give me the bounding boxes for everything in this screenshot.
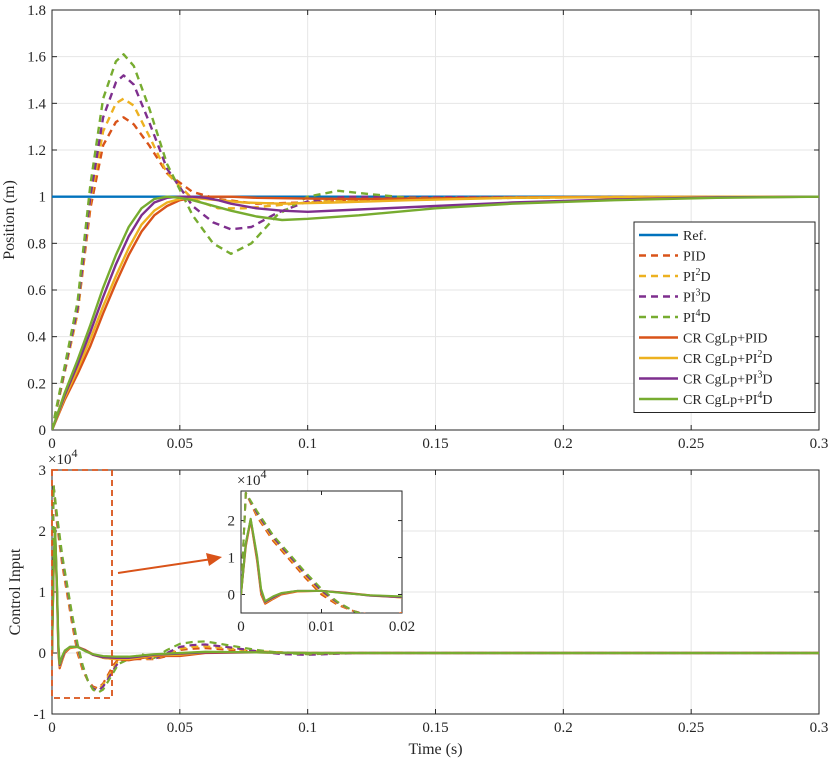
- y-tick-label: 1.8: [27, 3, 46, 19]
- position-series-cr-cglp-pi3d: [52, 195, 819, 430]
- y-axis-label: Control Input: [7, 548, 24, 635]
- control-series-group: [52, 484, 819, 694]
- x-tick-label: 0.01: [308, 619, 334, 635]
- x-tick-label: 0.02: [389, 619, 415, 635]
- x-tick-label: 0: [237, 619, 245, 635]
- inset-series-cr-cglp-pi4d: [241, 517, 402, 603]
- position-series-cr-cglp-pid: [52, 195, 819, 430]
- x-tick-label: 0.25: [678, 720, 704, 736]
- x-tick-label: 0.25: [678, 436, 704, 452]
- x-axis-label: Time (s): [408, 741, 462, 758]
- y-tick-label: 1: [228, 551, 236, 567]
- x-tick-label: 0.2: [554, 436, 573, 452]
- legend-entry-cr-cglp-pid: CR CgLp+PID: [683, 332, 768, 347]
- x-tick-label: 0: [48, 720, 56, 736]
- y-tick-label: 1.2: [27, 143, 46, 159]
- y-tick-label: 0.6: [27, 283, 46, 299]
- x-tick-label: 0.15: [422, 436, 448, 452]
- x-tick-label: 0.2: [554, 720, 573, 736]
- legend-entry-pi3d: PI3D: [683, 288, 711, 306]
- position-series-pid: [52, 116, 819, 430]
- y-tick-label: 1: [39, 190, 47, 206]
- y-axis-label: Position (m): [1, 180, 18, 260]
- zoom-region-box: [51, 469, 113, 699]
- y-multiplier-label: ×104: [237, 467, 266, 489]
- legend-entry-pi2d: PI2D: [683, 267, 711, 285]
- position-series-group: [52, 53, 819, 430]
- x-tick-label: 0.1: [298, 720, 317, 736]
- x-tick-label: 0.1: [298, 436, 317, 452]
- y-tick-label: 1: [39, 585, 47, 601]
- x-tick-label: 0.05: [167, 720, 193, 736]
- y-multiplier-label: ×104: [48, 446, 77, 468]
- y-tick-label: 1.4: [27, 96, 46, 112]
- control-input-inset-chart: 0 0.01 0.02 0 1 2 ×104: [228, 467, 416, 635]
- inset-series-pi4d: [241, 491, 363, 613]
- y-tick-label: 2: [39, 524, 47, 540]
- plot-background: [241, 491, 402, 613]
- x-tick-label: 0.15: [422, 720, 448, 736]
- legend-entry-cr-cglp-pi3d: CR CgLp+PI3D: [683, 370, 773, 388]
- legend-entry-ref: Ref.: [683, 229, 707, 244]
- legend: Ref. PID PI2D PI3D PI4D CR CgLp+PID CR CgLp+PI…: [633, 221, 816, 413]
- position-series-pi2d: [52, 97, 819, 430]
- y-tick-label: 0.8: [27, 236, 46, 252]
- x-tick-label: 0.3: [810, 720, 829, 736]
- legend-entry-pid: PID: [683, 250, 706, 265]
- zoom-arrowhead: [206, 553, 222, 566]
- y-tick-label: 1.6: [27, 50, 46, 66]
- zoom-arrow-shaft: [117, 558, 213, 574]
- position-series-cr-cglp-pi4d: [52, 195, 819, 430]
- inset-series-group: [241, 491, 402, 613]
- x-tick-label: 0.05: [167, 436, 193, 452]
- legend-entry-cr-cglp-pi2d: CR CgLp+PI2D: [683, 349, 773, 367]
- legend-entry-pi4d: PI4D: [683, 308, 711, 326]
- y-tick-label: 0.4: [27, 330, 46, 346]
- control-series-cr-cglp-pi4d: [52, 526, 819, 666]
- y-tick-label: 0.2: [27, 376, 46, 392]
- y-tick-label: 3: [39, 463, 47, 479]
- zoom-annotation: [51, 469, 222, 699]
- y-tick-label: 0: [228, 588, 236, 604]
- legend-entry-cr-cglp-pi4d: CR CgLp+PI4D: [683, 390, 773, 408]
- position-chart: 0 0.05 0.1 0.15 0.2 0.25 0.3 0 0.2 0.4 0.6 0.8 1 1.2 1…: [1, 3, 828, 452]
- y-tick-label: -1: [34, 707, 47, 723]
- x-tick-label: 0: [48, 436, 56, 452]
- x-tick-label: 0.3: [810, 436, 829, 452]
- y-tick-label: 2: [228, 514, 236, 530]
- y-tick-label: 0: [39, 646, 47, 662]
- y-tick-label: 0: [39, 423, 47, 439]
